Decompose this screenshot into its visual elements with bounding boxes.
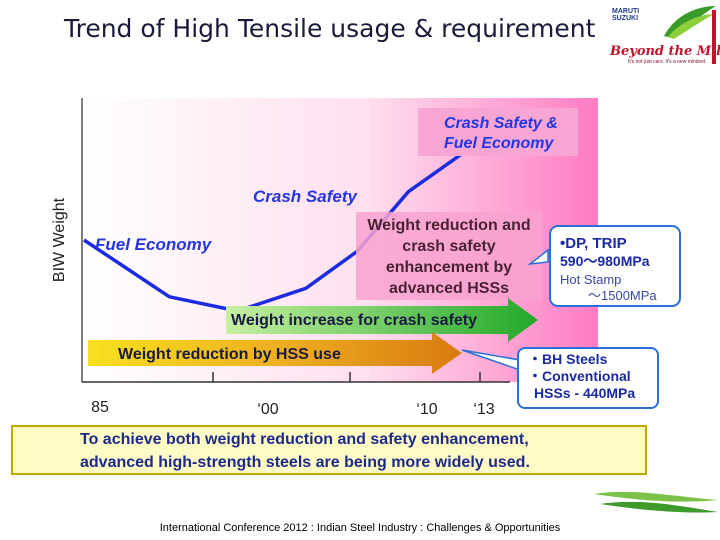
y-axis-label: BIW Weight: [51, 197, 68, 282]
dp-trip-line3: Hot Stamp: [560, 272, 621, 287]
weight-reduction-line3: enhancement by: [386, 259, 512, 276]
dp-trip-pointer: [527, 248, 549, 266]
edge-marker: [712, 10, 716, 64]
conclusion-line2: advanced high-strength steels are being …: [80, 454, 530, 471]
footer-text: International Conference 2012 : Indian S…: [159, 522, 561, 534]
bh-steels-callout: [517, 347, 659, 409]
logo-script: Beyond the Million: [610, 44, 720, 59]
dp-trip-callout: [549, 225, 681, 307]
fuel-economy-label: Fuel Economy: [95, 235, 213, 254]
green-arrow-label: Weight increase for crash safety: [231, 312, 477, 329]
orange-arrow-label: Weight reduction by HSS use: [118, 346, 341, 363]
dp-trip-line1: •DP, TRIP: [560, 235, 627, 252]
x-tick-label: ‘00: [257, 401, 278, 418]
crash-fuel-label-line2: Fuel Economy: [444, 135, 554, 152]
dp-trip-line4: ～1500MPa: [588, 288, 657, 303]
slide-title: Trend of High Tensile usage & requiremen…: [64, 14, 596, 43]
decorative-leaf-icon: [594, 491, 718, 513]
x-tick-label: ‘10: [416, 401, 437, 418]
logo-tagline: It's not just cars. It's a new mindset.: [628, 59, 707, 65]
weight-reduction-line2: crash safety: [402, 238, 495, 255]
weight-reduction-line4: advanced HSSs: [389, 280, 509, 297]
crash-safety-label: Crash Safety: [253, 187, 358, 206]
logo-brand: MARUTI SUZUKI: [612, 8, 640, 22]
weight-reduction-line1: Weight reduction and: [367, 217, 530, 234]
conclusion-line1: To achieve both weight reduction and saf…: [80, 431, 529, 448]
green-arrow: [226, 298, 538, 342]
x-tick-label: ‘13: [473, 401, 494, 418]
bh-steels-line2: ・Conventional: [528, 368, 631, 384]
orange-arrow: [88, 332, 462, 374]
weight-reduction-box: [356, 212, 542, 300]
dp-trip-line2: 590～980MPa: [560, 253, 650, 269]
conclusion-box: [11, 425, 647, 475]
crash-fuel-label-line1: Crash Safety &: [444, 115, 558, 132]
bh-steels-line1: ・BH Steels: [528, 351, 608, 367]
crash-fuel-box: [418, 108, 578, 156]
x-tick-label: 85: [91, 399, 109, 416]
leaf-swoosh-icon: [664, 6, 716, 39]
bh-steels-line3: HSSs - 440MPa: [534, 385, 635, 401]
